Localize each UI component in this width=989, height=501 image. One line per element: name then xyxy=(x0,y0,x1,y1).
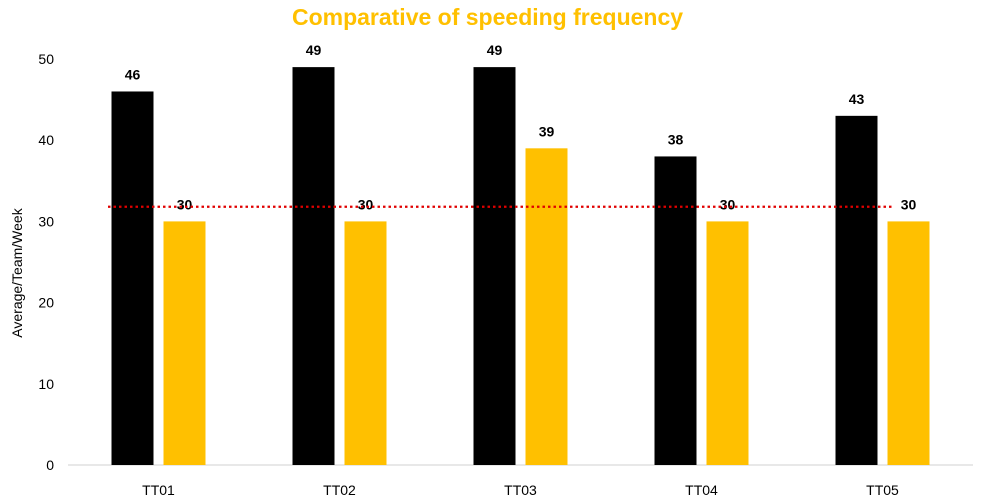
bar-data-label: 38 xyxy=(668,131,684,147)
bar xyxy=(163,221,206,465)
y-tick-label: 20 xyxy=(38,295,54,311)
data-labels: 46 30 49 30 49 39 38 30 43 30 xyxy=(125,42,917,212)
bar-data-label: 49 xyxy=(306,42,322,58)
y-axis-title: Average/Team/Week xyxy=(9,207,25,337)
bar xyxy=(525,148,568,465)
bar xyxy=(835,115,878,465)
x-axis-ticks: TT01 TT02 TT03 TT04 TT05 xyxy=(142,482,899,498)
bar-data-label: 30 xyxy=(177,196,193,212)
bar-data-label: 30 xyxy=(901,196,917,212)
bar-data-label: 39 xyxy=(539,123,555,139)
bar-data-label: 30 xyxy=(720,196,736,212)
bar xyxy=(111,91,154,465)
bar xyxy=(887,221,930,465)
x-tick-label: TT02 xyxy=(323,482,356,498)
y-tick-label: 30 xyxy=(38,213,54,229)
y-tick-label: 40 xyxy=(38,132,54,148)
y-tick-label: 0 xyxy=(46,457,54,473)
x-tick-label: TT01 xyxy=(142,482,175,498)
y-tick-label: 10 xyxy=(38,376,54,392)
y-axis-ticks: 0 10 20 30 40 50 xyxy=(38,51,54,473)
bar xyxy=(344,221,387,465)
bar xyxy=(706,221,749,465)
bar-data-label: 43 xyxy=(849,91,865,107)
bar-series xyxy=(111,67,930,466)
y-tick-label: 50 xyxy=(38,51,54,67)
x-tick-label: TT04 xyxy=(685,482,718,498)
bar xyxy=(654,156,697,465)
bar xyxy=(473,67,516,466)
bar-data-label: 30 xyxy=(358,196,374,212)
x-tick-label: TT03 xyxy=(504,482,537,498)
bar-data-label: 46 xyxy=(125,66,141,82)
bar-data-label: 49 xyxy=(487,42,503,58)
chart-title: Comparative of speeding frequency xyxy=(291,4,684,30)
bar xyxy=(292,67,335,466)
x-tick-label: TT05 xyxy=(866,482,899,498)
